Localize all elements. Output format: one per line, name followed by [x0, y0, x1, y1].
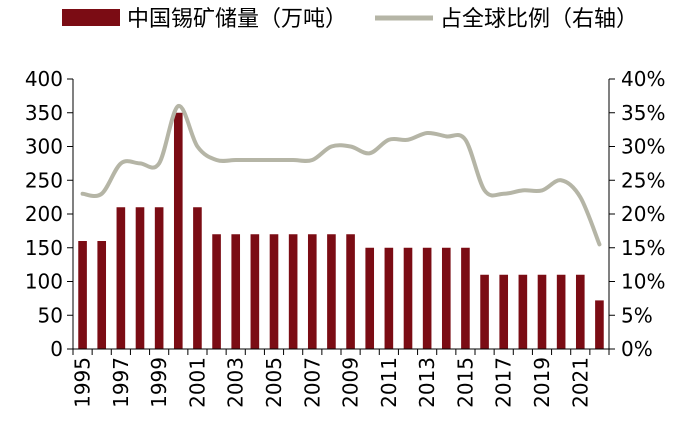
- right-tick-label: 0%: [621, 337, 653, 361]
- left-tick-label: 350: [25, 101, 63, 125]
- bar-2011: [384, 247, 394, 349]
- bar-2005: [269, 234, 279, 349]
- bar-2022: [595, 300, 604, 349]
- bar-2008: [327, 234, 336, 349]
- bar-1998: [135, 207, 145, 349]
- left-tick-label: 100: [25, 270, 63, 294]
- right-tick-label: 30%: [621, 135, 665, 159]
- share-line: [80, 103, 602, 247]
- bar-2000: [173, 112, 183, 349]
- left-tick-label: 250: [25, 168, 63, 192]
- x-tick-label: 1995: [71, 357, 95, 408]
- left-y-axis: 0 50 100 150 200 250 300 350 400: [25, 67, 74, 361]
- bar-2017: [499, 274, 509, 349]
- bar-2020: [556, 274, 566, 349]
- bar-1995: [78, 241, 87, 349]
- right-tick-label: 5%: [621, 303, 653, 327]
- bar-2013: [422, 247, 432, 349]
- x-tick-label: 2005: [262, 357, 286, 408]
- bar-series-reserve: [78, 112, 604, 349]
- bar-2018: [518, 274, 528, 349]
- x-tick-label: 2007: [300, 357, 324, 408]
- bar-2010: [365, 247, 375, 349]
- bar-2019: [537, 274, 547, 349]
- bar-1997: [116, 207, 126, 349]
- bar-2004: [250, 234, 260, 349]
- bar-2002: [212, 234, 221, 349]
- x-tick-label: 2019: [530, 357, 554, 408]
- bar-2003: [231, 234, 241, 349]
- bar-2007: [307, 234, 317, 349]
- x-tick-label: 2017: [492, 357, 516, 408]
- left-tick-label: 300: [25, 135, 63, 159]
- bar-1996: [97, 241, 107, 349]
- bar-2009: [346, 234, 355, 349]
- right-tick-label: 15%: [621, 236, 665, 260]
- x-tick-label: 2015: [453, 357, 477, 408]
- legend: 中国锡矿储量（万吨） 占全球比例（右轴）: [62, 7, 638, 32]
- x-tick-label: 2021: [568, 357, 592, 408]
- x-tick-label: 1997: [109, 357, 133, 408]
- bar-2021: [575, 274, 585, 349]
- left-tick-label: 0: [50, 337, 63, 361]
- bar-2014: [441, 247, 451, 349]
- left-tick-label: 150: [25, 236, 63, 260]
- right-tick-label: 10%: [621, 270, 665, 294]
- right-tick-label: 35%: [621, 101, 665, 125]
- right-tick-label: 25%: [621, 168, 665, 192]
- bar-2001: [193, 207, 202, 349]
- x-tick-label: 1999: [147, 357, 171, 408]
- right-y-axis: 0% 5% 10% 15% 20% 25% 30% 35% 40%: [608, 67, 665, 361]
- bar-1999: [154, 207, 164, 349]
- left-tick-label: 200: [25, 202, 63, 226]
- x-tick-label: 2013: [415, 357, 439, 408]
- right-tick-label: 40%: [621, 67, 665, 91]
- bar-2016: [480, 274, 489, 349]
- bar-2012: [403, 247, 413, 349]
- legend-label-reserve: 中国锡矿储量（万吨）: [127, 7, 347, 32]
- legend-swatch-reserve: [62, 9, 120, 26]
- left-tick-label: 400: [25, 67, 63, 91]
- legend-label-share: 占全球比例（右轴）: [440, 7, 638, 32]
- right-tick-label: 20%: [621, 202, 665, 226]
- x-tick-label: 2009: [339, 357, 363, 408]
- bar-2006: [288, 234, 298, 349]
- bar-2015: [461, 247, 470, 349]
- x-tick-label: 2001: [185, 357, 209, 408]
- x-axis: 1995 1997 1999 2001 2003 2005 2007 2009 2011 2013…: [71, 348, 610, 408]
- line-series-share: [80, 103, 602, 247]
- x-tick-label: 2011: [377, 357, 401, 408]
- x-tick-label: 2003: [224, 357, 248, 408]
- left-tick-label: 50: [38, 303, 63, 327]
